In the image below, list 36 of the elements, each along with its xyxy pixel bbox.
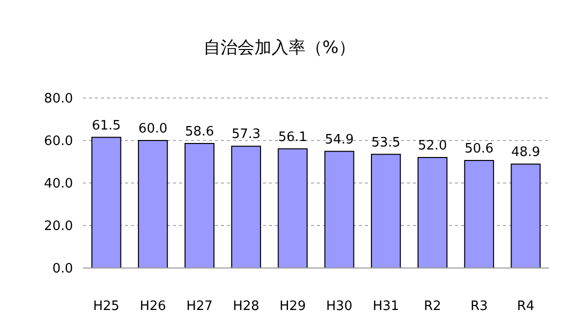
data-label: 56.1 [278,130,308,145]
y-tick-label: 0.0 [52,262,73,277]
x-tick-label: H30 [326,299,352,314]
data-label: 57.3 [232,127,261,142]
y-tick-label: 60.0 [44,134,73,150]
bar [184,142,214,268]
bar [138,140,168,268]
bar [91,136,122,268]
data-label: 48.9 [511,145,540,160]
y-tick-label: 40.0 [44,176,73,192]
x-tick-label: H31 [372,299,400,314]
data-label: 54.9 [324,132,354,148]
x-tick-label: H28 [232,299,260,314]
x-tick-label: H25 [93,299,120,314]
data-label: 52.0 [418,138,447,154]
bar [464,160,494,268]
bar [324,150,354,268]
x-tick-label: R2 [424,299,442,314]
bar [278,148,308,268]
x-tick-label: R4 [517,299,534,314]
x-tick-label: H29 [280,299,306,314]
bar [370,154,401,268]
data-label: 50.6 [464,141,494,156]
data-label: 60.0 [138,122,168,136]
bar [231,146,262,268]
x-tick-label: H27 [186,299,213,314]
x-tick-label: R3 [470,299,488,314]
chart-title: 自治会加入率（%） [203,38,356,58]
x-tick-label: H26 [140,299,166,314]
bar [510,164,541,268]
y-tick-label: 80.0 [44,92,73,107]
data-label: 61.5 [92,118,121,134]
bar [418,157,448,268]
data-label: 58.6 [185,124,214,140]
data-label: 53.5 [371,135,400,150]
y-tick-label: 20.0 [44,219,73,234]
